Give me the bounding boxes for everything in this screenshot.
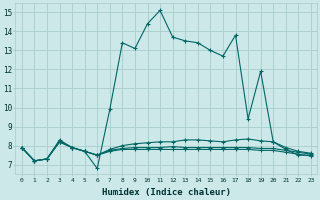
X-axis label: Humidex (Indice chaleur): Humidex (Indice chaleur) [102,188,231,197]
